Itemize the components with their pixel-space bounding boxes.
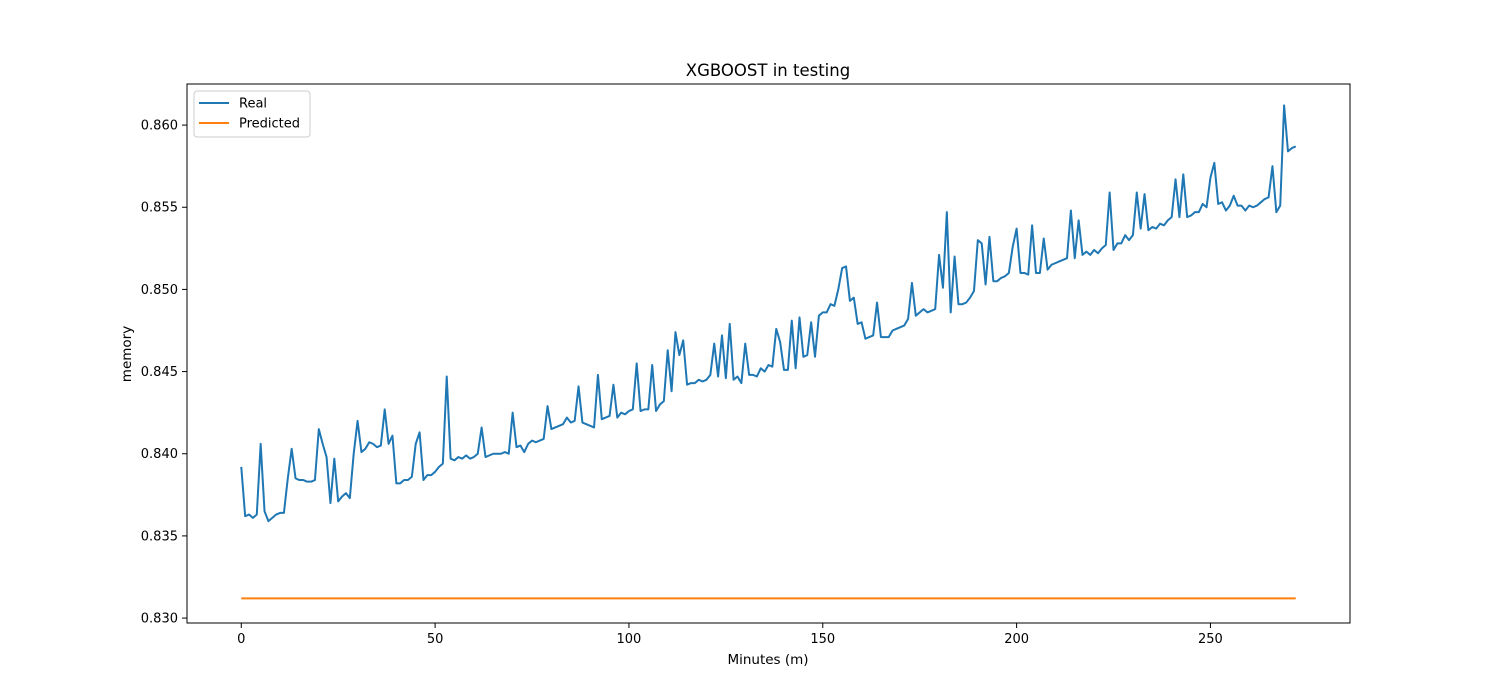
plot-border	[186, 83, 1351, 624]
x-axis-label: Minutes (m)	[727, 652, 808, 668]
series-line-real	[240, 104, 1297, 523]
legend: Real Predicted	[193, 90, 311, 138]
y-tick-label: 0.830	[141, 612, 178, 627]
y-tick-label: 0.840	[141, 447, 178, 462]
lines-layer	[240, 104, 1297, 600]
x-tick-label: 250	[1198, 632, 1223, 647]
y-axis-label: memory	[119, 326, 135, 382]
x-tick-label: 100	[617, 632, 642, 647]
x-tick-label: 0	[237, 632, 245, 647]
y-tick-label: 0.850	[141, 283, 178, 298]
x-tick-label: 50	[427, 632, 444, 647]
plot-area	[187, 84, 1350, 623]
legend-label-real: Real	[239, 97, 267, 112]
x-tick-label: 150	[810, 632, 835, 647]
x-tick-label: 200	[1004, 632, 1029, 647]
chart-title: XGBOOST in testing	[686, 61, 850, 80]
y-tick-label: 0.855	[141, 201, 178, 216]
y-tick-label: 0.835	[141, 529, 178, 544]
y-tick-label: 0.860	[141, 119, 178, 134]
x-axis: 0 50 100 150 200 250	[237, 623, 1223, 647]
y-axis: 0.830 0.835 0.840 0.845 0.850 0.855 0.860	[141, 119, 187, 627]
y-tick-label: 0.845	[141, 365, 178, 380]
legend-label-predicted: Predicted	[239, 117, 300, 132]
